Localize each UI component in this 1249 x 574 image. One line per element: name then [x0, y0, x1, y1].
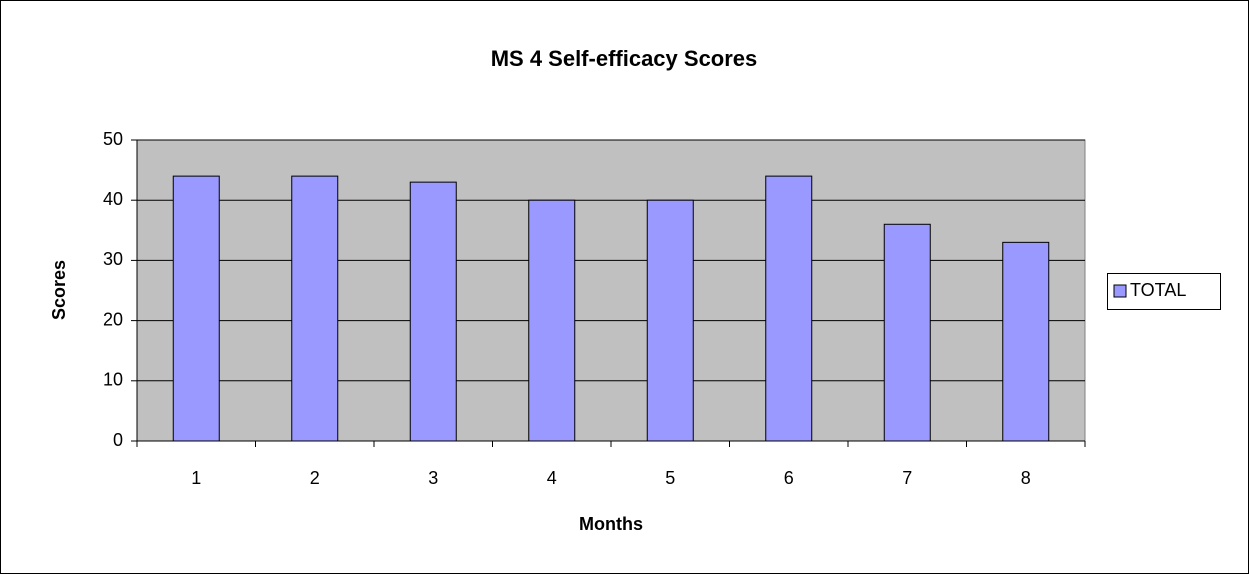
y-tick-label: 20 [103, 309, 123, 329]
x-tick-label: 8 [1021, 468, 1031, 488]
x-tick-label: 2 [310, 468, 320, 488]
legend-box [1107, 273, 1221, 310]
y-tick-label: 30 [103, 249, 123, 269]
bar [883, 223, 931, 442]
y-tick-label: 50 [103, 129, 123, 149]
x-tick-label: 1 [191, 468, 201, 488]
legend-label: TOTAL [1130, 280, 1186, 300]
bar [646, 199, 694, 442]
plot-area [136, 139, 1086, 442]
bar [291, 175, 339, 442]
x-tick-label: 4 [547, 468, 557, 488]
chart-title: MS 4 Self-efficacy Scores [491, 46, 758, 71]
x-tick-label: 5 [665, 468, 675, 488]
bar [409, 181, 457, 442]
x-tick-label: 6 [784, 468, 794, 488]
bar [765, 175, 813, 442]
y-tick-label: 0 [113, 430, 123, 450]
y-tick-label: 10 [103, 370, 123, 390]
y-tick-label: 40 [103, 189, 123, 209]
y-axis-label: Scores [49, 260, 69, 320]
x-tick-label: 3 [428, 468, 438, 488]
x-axis-label: Months [579, 514, 643, 534]
bar [1002, 241, 1050, 442]
x-tick-label: 7 [902, 468, 912, 488]
legend-swatch [1113, 284, 1127, 298]
bar [172, 175, 220, 442]
bar [528, 199, 576, 442]
